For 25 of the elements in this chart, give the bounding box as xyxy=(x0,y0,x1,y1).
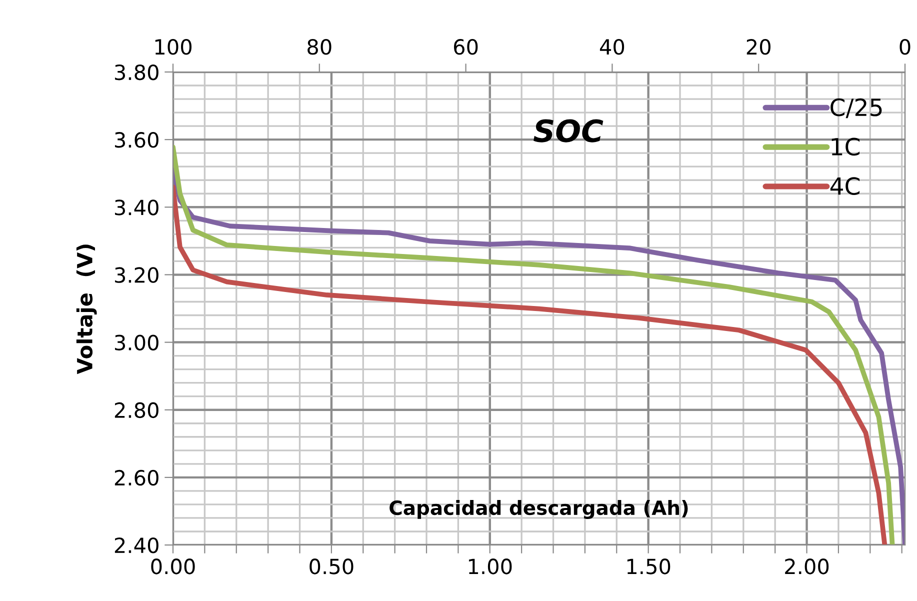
legend-label: C/25 xyxy=(830,98,882,118)
x2-tick-label: 20 xyxy=(746,39,770,55)
y-tick-label: 2.40 xyxy=(114,537,158,554)
x-tick-label: 2.00 xyxy=(785,558,829,574)
x2-tick-label: 0 xyxy=(900,39,910,55)
x2-tick-label: 60 xyxy=(454,39,478,55)
x2-tick-label: 100 xyxy=(155,39,192,55)
y-tick-label: 3.00 xyxy=(115,334,158,350)
x2-tick-label: 40 xyxy=(600,39,624,55)
legend-label: 1C xyxy=(832,138,860,156)
legend-label: 4C xyxy=(830,177,860,196)
x-tick-label: 0.50 xyxy=(310,558,354,574)
y-tick-label: 2.80 xyxy=(114,402,158,418)
x2-tick-label: 80 xyxy=(308,39,332,55)
y-tick-label: 3.20 xyxy=(115,267,158,283)
x-tick-label: 1.50 xyxy=(627,558,670,574)
y-axis-title: Voltaje (V) xyxy=(76,244,97,374)
y-tick-label: 3.60 xyxy=(115,132,158,148)
x-axis-title: Capacidad descargada (Ah) xyxy=(390,500,688,520)
x-tick-label: 1.00 xyxy=(468,558,512,574)
y-tick-label: 3.40 xyxy=(115,200,158,216)
y-tick-label: 3.80 xyxy=(115,64,158,80)
x-tick-label: 0.00 xyxy=(151,558,195,574)
x2-axis-title: SOC xyxy=(534,119,604,142)
y-tick-label: 2.60 xyxy=(114,470,158,486)
